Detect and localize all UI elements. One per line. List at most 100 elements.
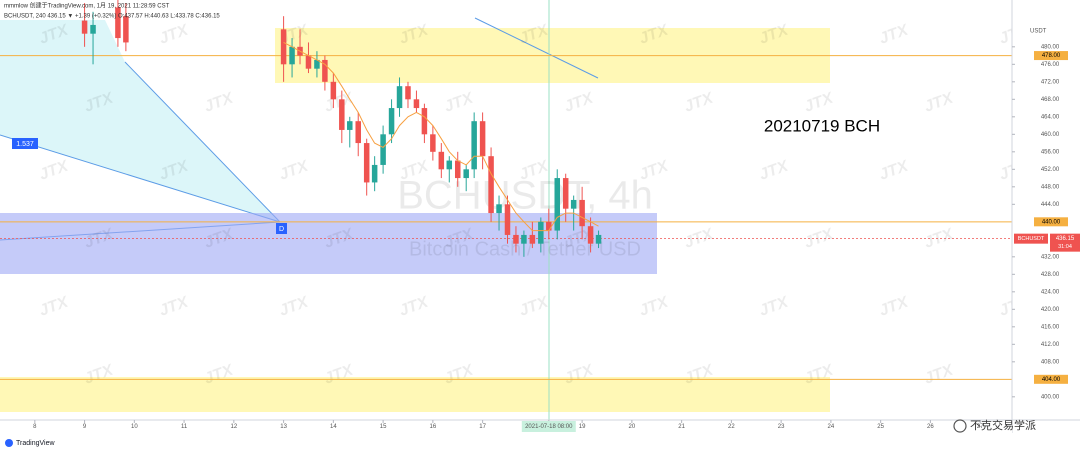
candle-body [463, 169, 469, 179]
x-tick-label: 19 [579, 424, 586, 430]
candle-body [123, 16, 129, 43]
y-tick-label: 428.00 [1041, 272, 1060, 278]
candle-body [488, 156, 494, 214]
candle-body [363, 143, 370, 183]
candle-body [355, 121, 361, 144]
point-label-box [276, 223, 287, 234]
y-tick-label: 444.00 [1041, 202, 1060, 208]
candle-body [538, 221, 544, 244]
chart-title: 20210719 BCH [764, 116, 880, 135]
x-tick-label: 13 [280, 424, 287, 430]
y-tick-label: 460.00 [1041, 132, 1060, 138]
axes: 480.00 476.00 472.00 468.00 464.00 460.00 456.… [33, 44, 1080, 432]
candle-body [388, 108, 395, 135]
candle-body [479, 121, 486, 157]
candle-body [413, 99, 420, 109]
candle-body [430, 134, 436, 152]
candle-body [595, 234, 602, 244]
x-tick-label: 23 [778, 424, 785, 430]
legend-line: BCHUSDT, 240 436.15 ▼ +1.39 (+0.32%) O:4… [4, 14, 220, 20]
watermark-sub: Bitcoin Cash / Tether USD [409, 238, 641, 260]
y-tick-label: 424.00 [1041, 289, 1060, 295]
point-label: D [279, 226, 284, 233]
level-tag [1034, 51, 1068, 61]
candle-body [454, 160, 461, 179]
support-zone [0, 377, 830, 412]
brand-logo [5, 439, 13, 447]
price-axis [1012, 0, 1080, 433]
candle-body [347, 121, 353, 130]
brand: TradingView [16, 440, 55, 447]
level-tag [1034, 217, 1068, 227]
x-tick-highlight [521, 421, 576, 432]
candle-body [587, 226, 594, 244]
y-tick-label: 420.00 [1041, 307, 1060, 313]
candle-body [371, 164, 378, 183]
countdown: 31:04 [1058, 244, 1072, 250]
x-tick-label: 16 [430, 424, 437, 430]
fan-line [0, 134, 281, 223]
candle-body [562, 178, 569, 209]
y-tick-label: 456.00 [1041, 149, 1060, 155]
x-tick-label: 21 [678, 424, 685, 430]
level-tag-label: 440.00 [1042, 219, 1061, 225]
candle-body [421, 108, 428, 135]
y-tick-label: 400.00 [1041, 394, 1060, 400]
y-tick-label: 432.00 [1041, 254, 1060, 260]
x-tick-label: 14 [330, 424, 337, 430]
candle-body [554, 178, 560, 231]
currency: USDT [1030, 29, 1047, 35]
fib-label-box [12, 138, 38, 149]
candle-body [570, 199, 577, 209]
x-tick-label: 25 [877, 424, 884, 430]
candle-body [339, 99, 345, 130]
x-tick-label: 27 [977, 424, 984, 430]
y-tick-label: 472.00 [1041, 79, 1060, 85]
candle-body [521, 234, 527, 244]
candle-body [289, 46, 295, 65]
footer [0, 433, 1080, 453]
fib-fan-area [0, 20, 280, 222]
candle-body [322, 59, 328, 82]
x-tick-label: 17 [479, 424, 486, 430]
y-tick-label: 464.00 [1041, 114, 1060, 120]
candle-body [405, 86, 411, 100]
level-tag-label: 478.00 [1042, 53, 1061, 59]
candle-body [380, 134, 386, 165]
x-tick-label: 24 [828, 424, 835, 430]
candle-body [90, 24, 96, 34]
x-tick-label: 26 [927, 424, 934, 430]
candle-body [546, 221, 552, 231]
trend-line [474, 17, 599, 79]
candle-body [81, 20, 88, 34]
symbol-tag [1014, 233, 1048, 244]
candle-body [504, 204, 511, 235]
y-tick-label: 480.00 [1041, 44, 1060, 50]
candle-body [280, 29, 287, 65]
moving-average [283, 41, 599, 232]
y-tick-label: 452.00 [1041, 167, 1060, 173]
fan-line [124, 61, 281, 223]
x-tick-label: 15 [380, 424, 387, 430]
y-tick-label: 448.00 [1041, 184, 1060, 190]
credit: 不克交易学派 [970, 418, 1036, 432]
level-tag [1034, 374, 1068, 384]
y-tick-label: 476.00 [1041, 62, 1060, 68]
candle-body [396, 86, 403, 109]
candle-body [305, 55, 312, 69]
watermark: BCHUSDT, 4h [397, 174, 653, 218]
candle-body [438, 151, 445, 170]
y-tick-label: 412.00 [1041, 342, 1060, 348]
x-tick-label: 22 [728, 424, 735, 430]
price-tag [1050, 233, 1080, 252]
symbol-tag-label: BCHUSDT [1018, 236, 1045, 242]
candle-body [496, 204, 502, 214]
time-axis [0, 420, 1012, 433]
candle-body [115, 7, 121, 39]
candle-body [471, 121, 477, 170]
candle-body [579, 199, 585, 227]
candle-body [314, 59, 320, 69]
x-tick-label: 10 [131, 424, 138, 430]
price-tag-label: 436.15 [1056, 236, 1075, 242]
